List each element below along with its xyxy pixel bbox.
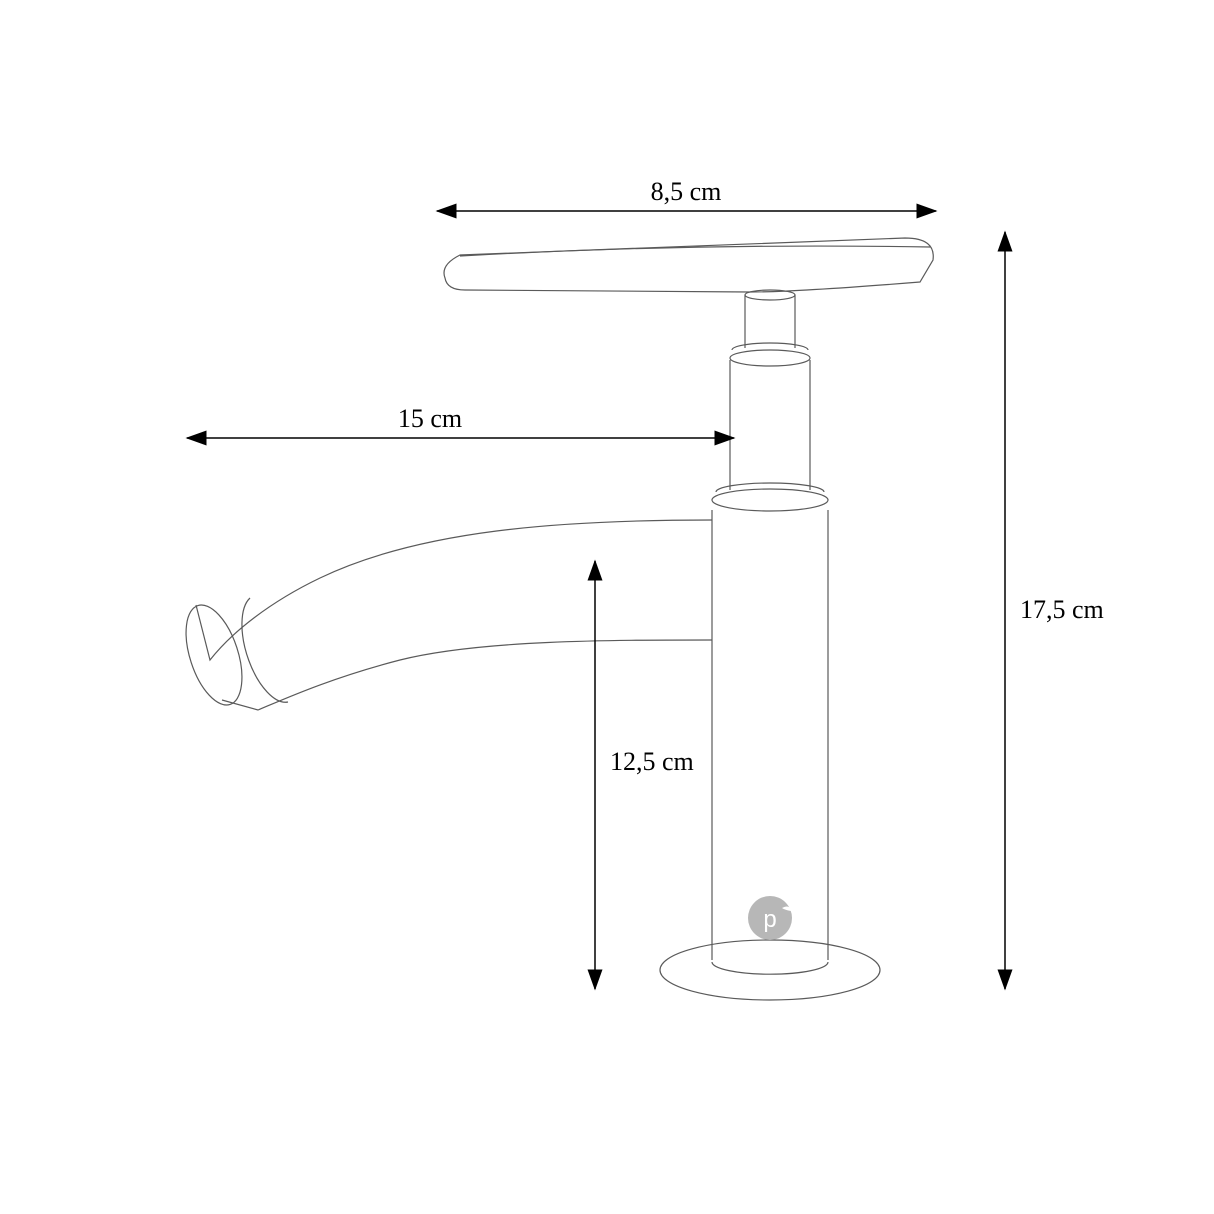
base-flange xyxy=(660,940,880,1000)
tap-dimension-diagram: p 8,5 cm 15 cm 17,5 cm 12,5 cm xyxy=(0,0,1214,1214)
dimensions: 8,5 cm 15 cm 17,5 cm 12,5 cm xyxy=(187,177,1104,989)
dim-handle-width-label: 8,5 cm xyxy=(651,177,722,206)
dim-total-height: 17,5 cm xyxy=(1005,232,1104,989)
base-inner-arc xyxy=(712,962,828,974)
dim-total-height-label: 17,5 cm xyxy=(1020,595,1104,624)
aerator-ring xyxy=(242,598,288,702)
spout xyxy=(175,520,712,712)
dim-spout-height: 12,5 cm xyxy=(595,561,694,989)
body-top-ring-inner xyxy=(716,483,824,492)
handle-lever xyxy=(444,238,933,292)
neck-ring xyxy=(730,350,810,366)
brand-logo: p xyxy=(748,896,792,940)
neck-ring-upper xyxy=(732,343,808,350)
dim-handle-width: 8,5 cm xyxy=(437,177,936,211)
dim-spout-reach-label: 15 cm xyxy=(398,404,462,433)
dim-spout-reach: 15 cm xyxy=(187,404,734,438)
dim-spout-height-label: 12,5 cm xyxy=(610,747,694,776)
logo-glyph: p xyxy=(763,906,776,933)
tap-outline: p xyxy=(175,238,933,1000)
body-top-ring-outer xyxy=(712,489,828,511)
